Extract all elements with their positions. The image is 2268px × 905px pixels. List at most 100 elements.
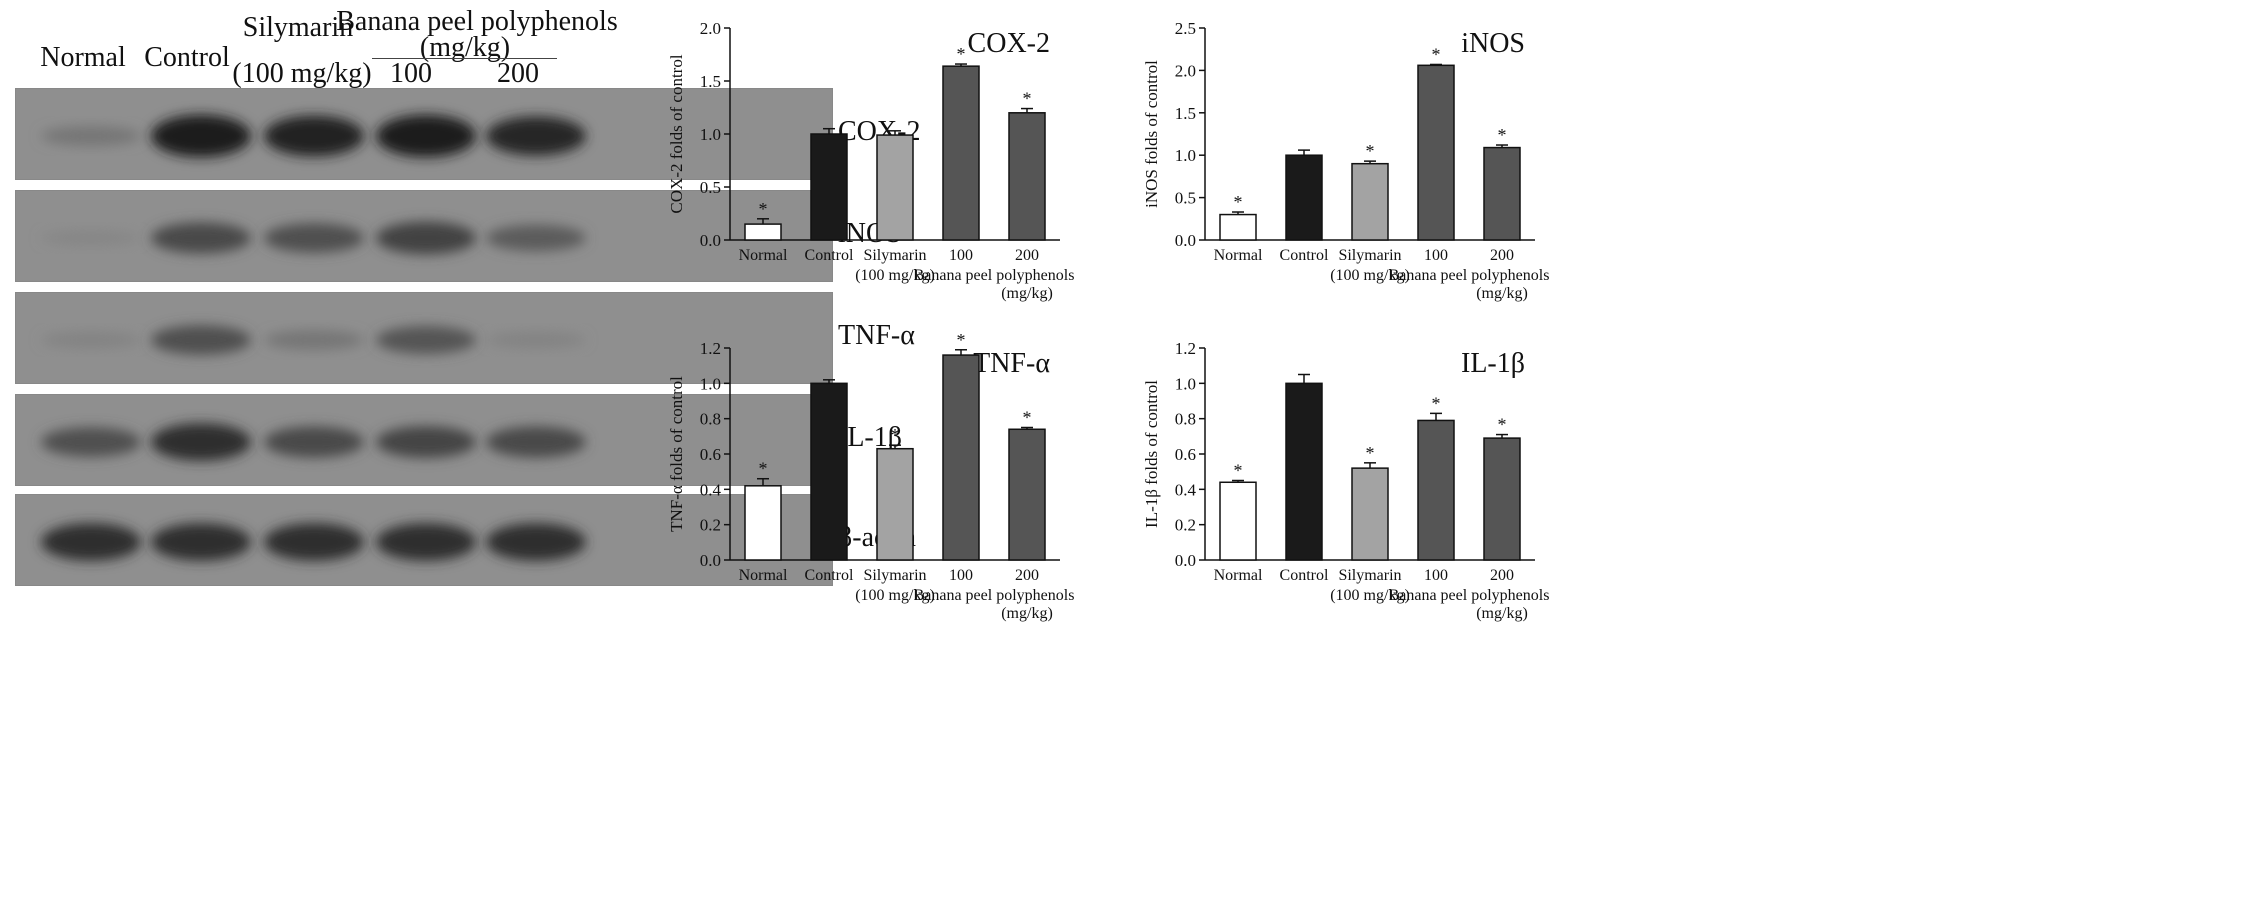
y-tick-label: 0.4	[1175, 480, 1197, 499]
blot-band	[376, 426, 476, 458]
blot-strip-2	[15, 190, 833, 282]
y-tick-label: 0.0	[1175, 551, 1196, 570]
bar-normal	[744, 485, 782, 561]
blot-strip-5	[15, 494, 833, 586]
blot-band	[486, 523, 586, 561]
blot-label-tnf: TNF-α	[838, 320, 915, 351]
y-tick-label: 1.0	[700, 374, 721, 393]
x-tick-label: Control	[805, 567, 854, 584]
y-tick-label: 1.0	[700, 125, 721, 144]
x-tick-sublabel: Banana peel polyphenols	[914, 587, 1075, 604]
x-tick-sublabel: Banana peel polyphenols	[1389, 267, 1550, 284]
blot-band	[376, 114, 476, 158]
y-axis-label: iNOS folds of control	[1142, 60, 1161, 208]
x-tick-label: Silymarin	[863, 567, 926, 584]
bar-control	[1285, 382, 1323, 561]
y-tick-label: 0.8	[700, 410, 721, 429]
x-tick-sublabel: (100 mg/kg)	[1330, 267, 1410, 284]
significance-star: *	[759, 459, 768, 479]
significance-star: *	[957, 330, 966, 350]
y-tick-label: 2.0	[700, 19, 721, 38]
blot-band	[41, 427, 141, 457]
blot-band	[41, 331, 141, 349]
significance-star: *	[1498, 125, 1507, 145]
bar-200	[1008, 112, 1046, 241]
bar-200	[1483, 437, 1521, 561]
blot-label-il-1: IL-1β	[838, 422, 902, 453]
y-axis-label: TNF-α folds of control	[667, 376, 686, 532]
header-dose-200: 200	[497, 58, 539, 89]
blot-band	[264, 223, 364, 253]
x-tick-sublabel: (mg/kg)	[1476, 605, 1528, 622]
x-tick-sublabel: (100 mg/kg)	[855, 267, 935, 284]
x-tick-sublabel: (mg/kg)	[1476, 285, 1528, 302]
significance-star: *	[1432, 44, 1441, 64]
y-tick-label: 0.5	[1175, 189, 1196, 208]
y-axis-label: IL-1β folds of control	[1142, 380, 1161, 528]
header-normal: Normal	[40, 42, 126, 73]
blot-band	[151, 325, 251, 355]
significance-star: *	[891, 425, 900, 445]
significance-star: *	[1234, 461, 1243, 481]
chart-cox2-svg: COX-2 folds of control COX-2 0.0 0.5 1.0 1.5 2…	[667, 19, 1075, 302]
y-tick-label: 2.0	[1175, 61, 1196, 80]
y-tick-label: 1.0	[1175, 146, 1196, 165]
header-silymarin-dose: (100 mg/kg)	[232, 58, 372, 89]
blot-band	[486, 426, 586, 458]
blot-band	[151, 114, 251, 158]
x-tick-sublabel: Banana peel polyphenols	[914, 267, 1075, 284]
chart-title: COX-2	[968, 28, 1050, 59]
y-tick-label: 0.4	[700, 480, 722, 499]
bar-normal	[744, 223, 782, 241]
header-banana: Banana peel polyphenols	[336, 6, 618, 37]
chart-tnfa: TNF-α folds of control TNF-α 0.0 0.2 0.4 0.6 0…	[660, 330, 1080, 622]
y-tick-label: 0.0	[700, 551, 721, 570]
y-tick-label: 0.2	[1175, 516, 1196, 535]
blot-band	[264, 523, 364, 561]
significance-star: *	[1023, 408, 1032, 428]
y-tick-label: 0.8	[1175, 410, 1196, 429]
x-tick-label: Control	[1280, 567, 1329, 584]
chart-title: iNOS	[1461, 28, 1525, 59]
y-tick-label: 1.5	[1175, 104, 1196, 123]
y-tick-label: 0.5	[700, 178, 721, 197]
chart-title: TNF-α	[973, 348, 1050, 379]
x-tick-label: Silymarin	[863, 247, 926, 264]
blot-band	[151, 222, 251, 254]
x-tick-sublabel: (mg/kg)	[1001, 285, 1053, 302]
significance-star: *	[1432, 393, 1441, 413]
bar-normal	[1219, 213, 1257, 241]
y-tick-label: 0.2	[700, 516, 721, 535]
x-tick-label: Normal	[1214, 247, 1263, 264]
chart-cox2: COX-2 folds of control COX-2 0.0 0.5 1.0 1.5 2…	[660, 10, 1080, 302]
x-tick-label: 100	[949, 247, 973, 264]
bar-200	[1008, 428, 1046, 561]
header-divider	[372, 58, 557, 59]
y-tick-label: 0.6	[700, 445, 721, 464]
chart-tnfa-svg: TNF-α folds of control TNF-α 0.0 0.2 0.4 0.6 0…	[667, 330, 1075, 622]
y-tick-label: 0.0	[700, 231, 721, 250]
blot-band	[376, 221, 476, 255]
x-tick-label: Silymarin	[1338, 247, 1401, 264]
y-tick-label: 1.2	[1175, 339, 1196, 358]
x-tick-label: 200	[1490, 567, 1514, 584]
chart-il1b: IL-1β folds of control IL-1β 0.0 0.2 0.4 0.6 0…	[1135, 330, 1565, 622]
x-tick-label: 200	[1015, 247, 1039, 264]
bar-control	[1285, 154, 1323, 241]
bar-control	[810, 382, 848, 561]
blot-strip-3	[15, 292, 833, 384]
x-tick-sublabel: (100 mg/kg)	[1330, 587, 1410, 604]
header-silymarin: Silymarin	[242, 12, 354, 43]
chart-inos-svg: iNOS folds of control iNOS 0.0 0.5 1.0 1.5 2.0…	[1142, 19, 1550, 302]
blot-band	[486, 224, 586, 252]
blot-band	[41, 523, 141, 561]
x-tick-label: 100	[949, 567, 973, 584]
y-tick-label: 1.0	[1175, 374, 1196, 393]
blot-band	[376, 326, 476, 354]
header-control: Control	[144, 42, 230, 73]
bar-silymarin	[1351, 467, 1389, 561]
blot-band	[264, 330, 364, 350]
blot-band	[41, 230, 141, 246]
bar-control	[810, 133, 848, 241]
header-dose-100: 100	[390, 58, 432, 89]
